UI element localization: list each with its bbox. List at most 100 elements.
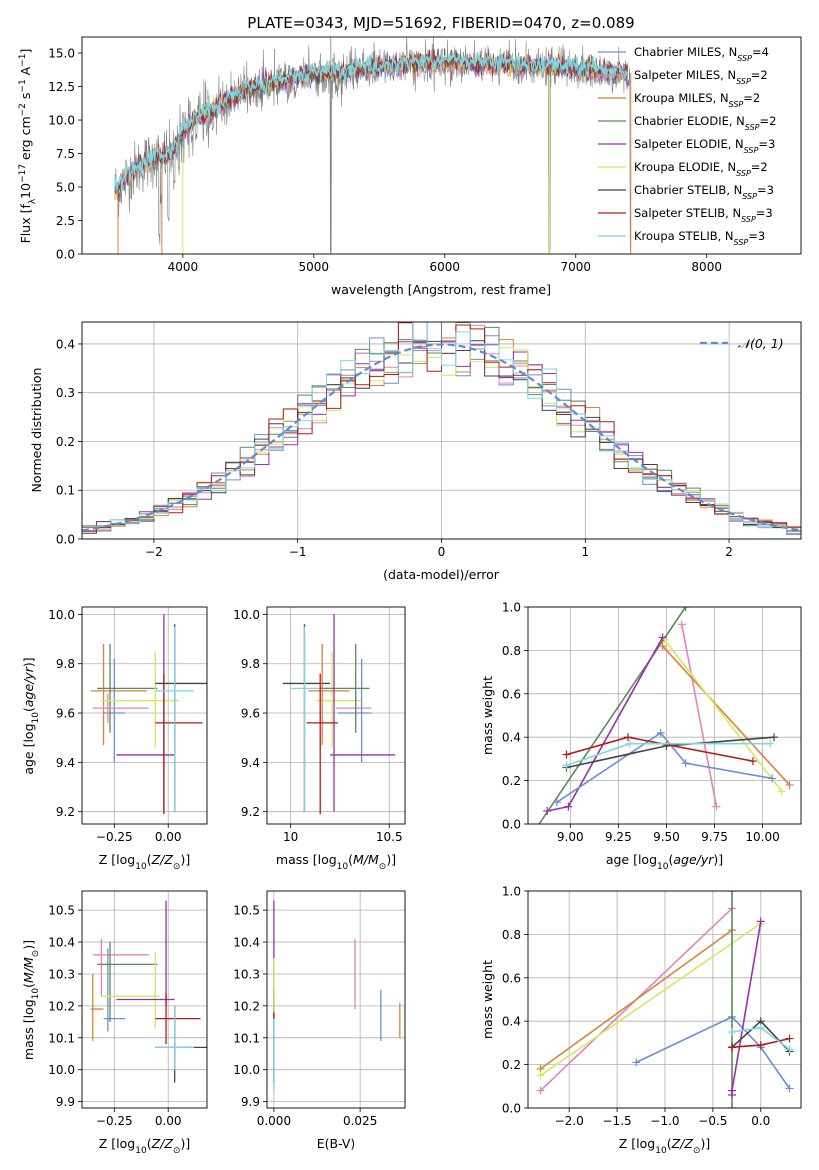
y-tick-label: 9.2 bbox=[56, 805, 75, 819]
y-tick-label: 9.9 bbox=[56, 1095, 75, 1109]
label-subscript: 10 bbox=[337, 862, 349, 872]
x-tick-label: −0.25 bbox=[96, 830, 133, 844]
y-tick-label: 0.0 bbox=[502, 818, 521, 832]
weight-vs-age-panel: 9.00 9.25 9.50 9.75 10.00 0.0 0.2 0.4 0.6 0.8 1.0 m… bbox=[480, 601, 802, 872]
label-text: ( bbox=[667, 1136, 672, 1151]
error-bar bbox=[155, 1005, 195, 1070]
weight-series bbox=[562, 739, 775, 770]
y-tick-label: 10.5 bbox=[233, 904, 260, 918]
y-tick-label: 9.4 bbox=[56, 756, 75, 770]
weight-marker bbox=[766, 739, 775, 748]
error-bar bbox=[330, 614, 396, 812]
label-text: erg cm bbox=[18, 116, 33, 164]
label-text: )] bbox=[180, 852, 190, 867]
x-tick-label: 10 bbox=[283, 830, 298, 844]
weight-marker bbox=[681, 607, 690, 611]
label-superscript: −1 bbox=[18, 54, 28, 67]
axes-frame bbox=[81, 890, 208, 1109]
x-tick-label: 0.025 bbox=[343, 1114, 377, 1128]
legend-entry: Kroupa ELODIE, NSSP=2 bbox=[634, 160, 768, 178]
y-tick-label: 9.6 bbox=[56, 707, 75, 721]
weight-line bbox=[540, 929, 733, 1070]
error-bar bbox=[101, 951, 160, 1029]
y-tick-label: 7.5 bbox=[56, 147, 75, 161]
legend-subscript: SSP bbox=[736, 77, 751, 86]
plot-area bbox=[90, 900, 207, 1083]
weight-vs-metallicity-panel: −2.0 −1.5 −1.0 −0.5 0.0 0.0 0.2 0.4 0.6 0.8 1.0 mas… bbox=[480, 885, 802, 1156]
label-text: 10 bbox=[18, 183, 33, 199]
x-tick-label: −1.5 bbox=[603, 1114, 632, 1128]
legend-name: Kroupa STELIB, N bbox=[634, 229, 734, 243]
axes-frame bbox=[266, 606, 406, 825]
y-tick-label: 0.2 bbox=[56, 435, 75, 449]
y-tick-label: 0.6 bbox=[502, 687, 521, 701]
label-text: Flux [f bbox=[18, 204, 33, 244]
figure-title: PLATE=0343, MJD=51692, FIBERID=0470, z=0… bbox=[247, 14, 634, 32]
y-tick-label: 10.2 bbox=[48, 999, 75, 1013]
label-text: age [log bbox=[21, 723, 36, 774]
weight-marker bbox=[785, 1084, 794, 1093]
y-tick-label: 0.0 bbox=[56, 533, 75, 547]
label-italic: M/M bbox=[21, 957, 36, 983]
x-tick-label: 10.5 bbox=[376, 830, 403, 844]
legend-count: =4 bbox=[752, 45, 769, 59]
weight-series bbox=[658, 642, 794, 789]
axes-frame bbox=[81, 36, 802, 255]
x-tick-label: 0.00 bbox=[155, 830, 182, 844]
label-superscript: −17 bbox=[18, 164, 28, 183]
legend-entry: 𝒩(0, 1) bbox=[738, 336, 784, 351]
weight-series bbox=[543, 633, 667, 815]
plot-area bbox=[273, 900, 401, 1093]
y-axis-label: mass [log10(M/M⊙)] bbox=[21, 940, 41, 1060]
weight-marker bbox=[770, 733, 779, 742]
error-bar bbox=[316, 651, 362, 748]
y-tick-label: 0.8 bbox=[502, 644, 521, 658]
weight-marker bbox=[748, 757, 757, 766]
y-axis-label: Flux [fλ10−17 erg cm−2 s−1 A−1] bbox=[18, 49, 38, 244]
plot-area bbox=[82, 322, 801, 539]
label-text: ] bbox=[18, 49, 33, 54]
axes-frame bbox=[266, 890, 406, 1109]
error-bar bbox=[337, 658, 372, 763]
weight-marker bbox=[756, 1041, 765, 1050]
legend-subscript: SSP bbox=[744, 146, 759, 155]
weight-series bbox=[677, 620, 721, 811]
weight-marker bbox=[564, 802, 573, 811]
y-tick-label: 0.4 bbox=[502, 1015, 521, 1029]
legend-name: Chabrier ELODIE, N bbox=[634, 114, 745, 128]
label-subscript: ⊙ bbox=[173, 862, 181, 872]
x-tick-label: 9.50 bbox=[653, 830, 680, 844]
label-text: ( bbox=[21, 707, 36, 712]
weight-series bbox=[562, 733, 779, 772]
y-tick-label: 10.0 bbox=[48, 1063, 75, 1077]
error-bar bbox=[320, 643, 370, 733]
error-bar bbox=[155, 1005, 207, 1083]
label-text: Z [log bbox=[619, 1136, 655, 1151]
y-tick-label: 9.9 bbox=[241, 1095, 260, 1109]
weight-line bbox=[662, 645, 791, 786]
x-axis-label: Z [log10(Z/Z⊙)] bbox=[619, 1136, 710, 1156]
axes-frame bbox=[81, 606, 208, 825]
model-spectrum bbox=[114, 50, 628, 193]
x-tick-label: 6000 bbox=[430, 260, 461, 274]
y-tick-label: 10.3 bbox=[233, 967, 260, 981]
y-tick-label: 9.4 bbox=[241, 756, 260, 770]
legend-subscript: SSP bbox=[741, 215, 756, 224]
error-bar bbox=[103, 948, 126, 1032]
label-subscript: 10 bbox=[135, 1146, 147, 1156]
label-text: A bbox=[18, 66, 33, 79]
axes-frame bbox=[527, 890, 802, 1109]
label-subscript: 10 bbox=[31, 712, 41, 724]
weight-marker bbox=[756, 1023, 765, 1032]
y-axis-label: age [log10(age/yr)] bbox=[21, 657, 41, 774]
legend-subscript: SSP bbox=[745, 123, 760, 132]
label-italic: age/yr bbox=[673, 852, 714, 867]
weight-marker bbox=[623, 733, 632, 742]
weight-series bbox=[552, 728, 777, 807]
error-bar bbox=[155, 624, 207, 812]
y-tick-label: 10.1 bbox=[233, 1031, 260, 1045]
error-bar bbox=[155, 993, 201, 1045]
y-tick-label: 0.4 bbox=[56, 337, 75, 351]
